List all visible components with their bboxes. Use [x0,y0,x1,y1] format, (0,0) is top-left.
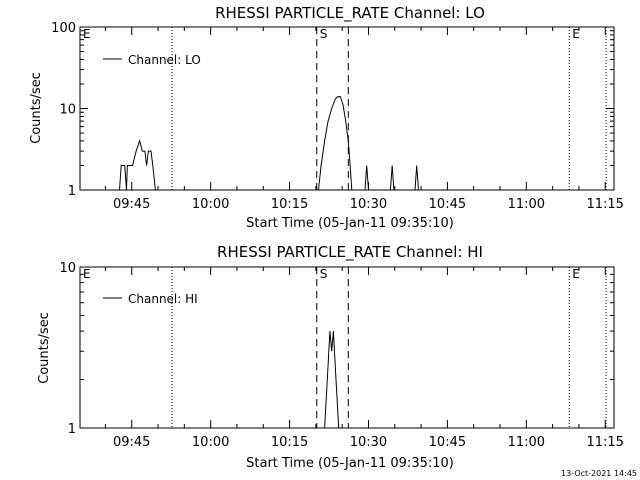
x-tick-label: 10:45 [429,197,466,212]
legend-label: Channel: HI [128,292,198,306]
footer-timestamp: 13-Oct-2021 14:45 [561,469,637,478]
x-tick-label: 11:00 [508,197,545,212]
chart-title: RHESSI PARTICLE_RATE Channel: HI [217,243,483,262]
series-line [318,96,353,191]
x-tick-label: 10:00 [192,435,229,450]
y-tick-label: 1 [68,422,76,437]
chart-title: RHESSI PARTICLE_RATE Channel: LO [215,4,485,23]
event-marker-label: E [83,27,91,41]
y-axis-label: Counts/sec [37,312,52,384]
series-line [324,331,340,429]
series-line [119,139,156,191]
event-marker-label: E [572,267,580,281]
plot-frame [79,26,615,191]
y-tick-label: 1 [68,184,76,199]
y-tick-label: 10 [59,103,76,118]
x-tick-label: 10:30 [350,435,387,450]
x-tick-label: 10:00 [192,197,229,212]
series-line [389,165,395,191]
series-line [414,165,419,191]
y-axis-label: Counts/sec [29,72,44,144]
y-tick-label: 100 [51,21,76,36]
series-line [364,165,369,191]
event-marker-label: E [572,27,580,41]
x-tick-label: 09:45 [113,435,150,450]
x-tick-label: 10:30 [350,197,387,212]
x-tick-label: 10:15 [271,435,308,450]
event-marker-label: E [83,267,91,281]
event-marker-label: S [320,27,328,41]
x-tick-label: 11:00 [508,435,545,450]
x-tick-label: 11:15 [586,197,623,212]
legend-label: Channel: LO [128,53,201,67]
plot-frame [79,266,615,429]
x-tick-label: 10:45 [429,435,466,450]
x-axis-label: Start Time (05-Jan-11 09:35:10) [246,456,454,471]
x-tick-label: 10:15 [271,197,308,212]
x-tick-label: 11:15 [586,435,623,450]
event-marker-label: S [320,267,328,281]
x-axis-label: Start Time (05-Jan-11 09:35:10) [246,216,454,231]
y-tick-label: 10 [59,261,76,276]
panel-hi-channel: RHESSI PARTICLE_RATE Channel: HI Start T… [37,243,624,471]
x-tick-label: 09:45 [113,197,150,212]
panel-lo-channel: RHESSI PARTICLE_RATE Channel: LO Start T… [29,4,624,231]
